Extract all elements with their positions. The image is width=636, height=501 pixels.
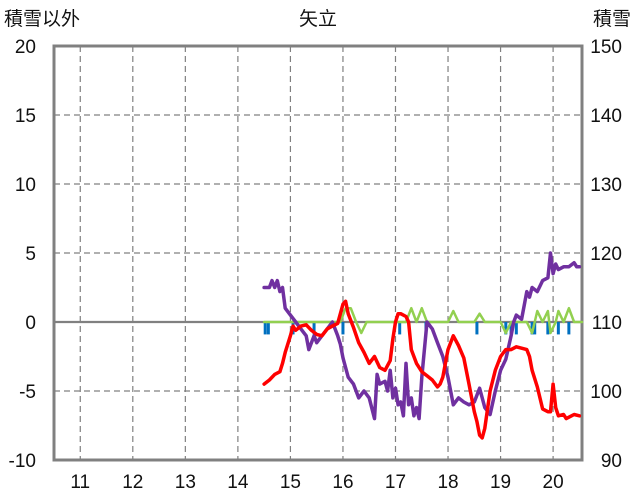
bar-mark bbox=[312, 322, 316, 335]
y-left-tick-label: -5 bbox=[19, 382, 36, 403]
y-left-tick-label: 10 bbox=[15, 175, 36, 196]
x-tick-label: 19 bbox=[490, 472, 511, 493]
bar-mark bbox=[263, 322, 267, 335]
y-left-tick-label: 0 bbox=[25, 313, 36, 334]
y-right-tick-label: 140 bbox=[590, 106, 622, 127]
series-layer bbox=[262, 251, 584, 440]
x-tick-label: 13 bbox=[175, 472, 196, 493]
bar-mark bbox=[556, 322, 560, 335]
x-tick-label: 12 bbox=[122, 472, 143, 493]
plot-frame bbox=[52, 44, 584, 462]
y-left-tick-label: 20 bbox=[15, 37, 36, 58]
y-right-tick-label: 100 bbox=[590, 382, 622, 403]
right-axis-label: 積雪 bbox=[593, 8, 631, 30]
bar-mark bbox=[533, 322, 537, 335]
x-tick-label: 16 bbox=[332, 472, 353, 493]
y-right-tick-label: 120 bbox=[590, 244, 622, 265]
series-line-2 bbox=[262, 306, 584, 335]
bar-mark bbox=[398, 322, 402, 335]
chart-title: 矢立 bbox=[299, 8, 337, 30]
tick-labels: 20 15 10 5 0 -5 -10 150 140 130 120 110 100 90 11 12 13 1… bbox=[9, 37, 622, 493]
x-tick-label: 14 bbox=[227, 472, 249, 493]
bar-mark bbox=[266, 322, 270, 335]
y-left-tick-label: 15 bbox=[15, 106, 36, 127]
y-right-tick-label: 150 bbox=[590, 37, 622, 58]
left-axis-label: 積雪以外 bbox=[4, 8, 80, 30]
bar-mark bbox=[504, 322, 508, 335]
series-line-1 bbox=[262, 251, 582, 421]
x-tick-label: 20 bbox=[543, 472, 564, 493]
gridlines bbox=[54, 46, 582, 460]
x-tick-label: 11 bbox=[70, 472, 90, 493]
x-tick-label: 15 bbox=[280, 472, 301, 493]
bar-mark bbox=[475, 322, 479, 335]
bar-mark bbox=[514, 322, 518, 335]
y-right-tick-label: 130 bbox=[590, 175, 622, 196]
bar-mark bbox=[341, 322, 345, 335]
y-right-tick-label: 110 bbox=[592, 313, 622, 334]
x-tick-label: 18 bbox=[437, 472, 458, 493]
y-left-tick-label: -10 bbox=[9, 451, 36, 472]
bar-mark bbox=[567, 322, 571, 335]
y-left-tick-label: 5 bbox=[25, 244, 36, 265]
x-tick-label: 17 bbox=[385, 472, 406, 493]
y-right-tick-label: 90 bbox=[601, 451, 622, 472]
series-line-0 bbox=[262, 299, 582, 440]
bar-mark bbox=[546, 322, 550, 335]
